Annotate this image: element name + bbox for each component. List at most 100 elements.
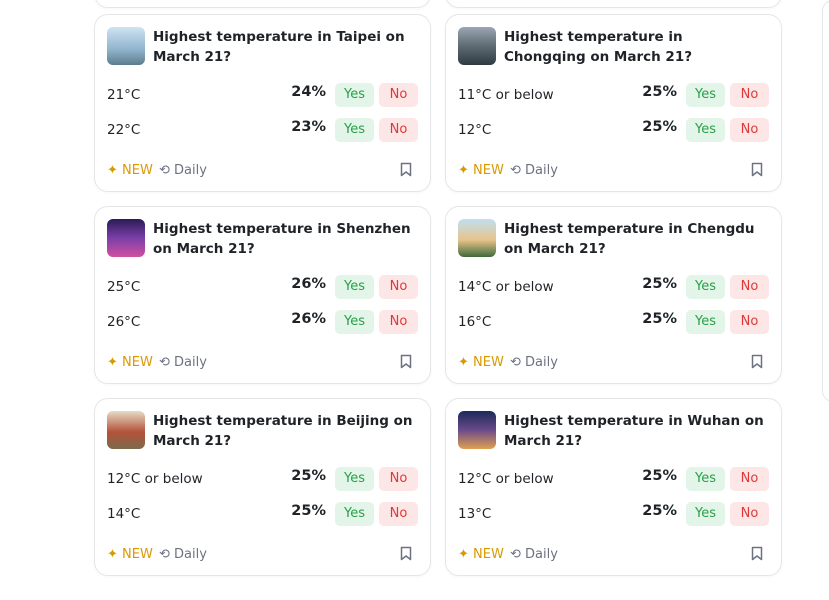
- market-image: [107, 27, 145, 65]
- bookmark-button[interactable]: [400, 546, 412, 565]
- outcome-label: 22°C: [107, 122, 141, 138]
- no-button[interactable]: No: [730, 310, 769, 334]
- outcome-label: 12°C or below: [458, 471, 554, 487]
- outcome-chance: 25%: [642, 276, 677, 292]
- bookmark-button[interactable]: [400, 162, 412, 181]
- new-text: NEW: [122, 547, 153, 562]
- bookmark-button[interactable]: [751, 354, 763, 373]
- outcome-label: 26°C: [107, 314, 141, 330]
- daily-text: Daily: [174, 163, 207, 178]
- yes-button[interactable]: Yes: [686, 467, 725, 491]
- yes-button[interactable]: Yes: [686, 83, 725, 107]
- outcome-chance: 26%: [291, 276, 326, 292]
- no-button[interactable]: No: [379, 118, 418, 142]
- market-title[interactable]: Highest temperature in Shenzhen on March…: [153, 221, 411, 257]
- outcome-chance: 25%: [642, 119, 677, 135]
- market-title[interactable]: Highest temperature in Wuhan on March 21…: [504, 413, 764, 449]
- market-title[interactable]: Highest temperature in Beijing on March …: [153, 413, 413, 449]
- outcome-label: 25°C: [107, 279, 141, 295]
- bookmark-button[interactable]: [751, 162, 763, 181]
- daily-tag: ⟲ Daily: [510, 547, 558, 562]
- outcome-chance: 25%: [642, 468, 677, 484]
- daily-tag: ⟲ Daily: [510, 163, 558, 178]
- outcome-chance: 26%: [291, 311, 326, 327]
- new-text: NEW: [122, 163, 153, 178]
- no-button[interactable]: No: [379, 467, 418, 491]
- no-button[interactable]: No: [730, 275, 769, 299]
- bookmark-icon: [751, 546, 763, 561]
- yes-button[interactable]: Yes: [686, 118, 725, 142]
- outcome-label: 13°C: [458, 506, 492, 522]
- outcome-chance: 25%: [291, 503, 326, 519]
- market-image: [107, 411, 145, 449]
- daily-tag: ⟲ Daily: [159, 547, 207, 562]
- daily-text: Daily: [174, 355, 207, 370]
- daily-text: Daily: [525, 355, 558, 370]
- no-button[interactable]: No: [379, 275, 418, 299]
- no-button[interactable]: No: [379, 83, 418, 107]
- yes-button[interactable]: Yes: [335, 83, 374, 107]
- market-image: [458, 219, 496, 257]
- outcome-chance: 24%: [291, 84, 326, 100]
- yes-button[interactable]: Yes: [335, 467, 374, 491]
- market-card[interactable]: Highest temperature in Chengdu on March …: [445, 206, 782, 384]
- yes-button[interactable]: Yes: [335, 502, 374, 526]
- outcome-label: 14°C: [107, 506, 141, 522]
- daily-tag: ⟲ Daily: [159, 355, 207, 370]
- new-badge: ✦ NEW: [458, 163, 504, 178]
- new-text: NEW: [473, 163, 504, 178]
- bookmark-icon: [400, 162, 412, 177]
- yes-button[interactable]: Yes: [686, 310, 725, 334]
- bookmark-icon: [751, 354, 763, 369]
- market-card[interactable]: Highest temperature in Chongqing on Marc…: [445, 14, 782, 192]
- outcome-label: 21°C: [107, 87, 141, 103]
- new-text: NEW: [473, 547, 504, 562]
- outcome-chance: 25%: [291, 468, 326, 484]
- bookmark-icon: [751, 162, 763, 177]
- daily-text: Daily: [525, 547, 558, 562]
- market-image: [458, 411, 496, 449]
- outcome-chance: 23%: [291, 119, 326, 135]
- daily-tag: ⟲ Daily: [510, 355, 558, 370]
- outcome-label: 11°C or below: [458, 87, 554, 103]
- new-text: NEW: [122, 355, 153, 370]
- yes-button[interactable]: Yes: [686, 502, 725, 526]
- daily-text: Daily: [174, 547, 207, 562]
- card-partial: [445, 0, 782, 8]
- market-card[interactable]: Highest temperature in Taipei on March 2…: [94, 14, 431, 192]
- no-button[interactable]: No: [379, 310, 418, 334]
- yes-button[interactable]: Yes: [335, 310, 374, 334]
- market-title[interactable]: Highest temperature in Taipei on March 2…: [153, 29, 405, 65]
- bookmark-button[interactable]: [400, 354, 412, 373]
- daily-tag: ⟲ Daily: [159, 163, 207, 178]
- new-text: NEW: [473, 355, 504, 370]
- new-badge: ✦ NEW: [107, 355, 153, 370]
- bookmark-icon: [400, 546, 412, 561]
- market-card[interactable]: Highest temperature in Shenzhen on March…: [94, 206, 431, 384]
- market-image: [458, 27, 496, 65]
- market-card[interactable]: Highest temperature in Wuhan on March 21…: [445, 398, 782, 576]
- outcome-label: 14°C or below: [458, 279, 554, 295]
- yes-button[interactable]: Yes: [335, 118, 374, 142]
- side-panel: [822, 0, 829, 402]
- outcome-chance: 25%: [642, 503, 677, 519]
- yes-button[interactable]: Yes: [686, 275, 725, 299]
- market-title[interactable]: Highest temperature in Chengdu on March …: [504, 221, 755, 257]
- card-partial: [94, 0, 431, 8]
- outcome-label: 12°C or below: [107, 471, 203, 487]
- market-image: [107, 219, 145, 257]
- outcome-chance: 25%: [642, 311, 677, 327]
- market-title[interactable]: Highest temperature in Chongqing on Marc…: [504, 29, 693, 65]
- no-button[interactable]: No: [730, 467, 769, 491]
- no-button[interactable]: No: [379, 502, 418, 526]
- no-button[interactable]: No: [730, 83, 769, 107]
- bookmark-icon: [400, 354, 412, 369]
- new-badge: ✦ NEW: [107, 163, 153, 178]
- no-button[interactable]: No: [730, 502, 769, 526]
- yes-button[interactable]: Yes: [335, 275, 374, 299]
- no-button[interactable]: No: [730, 118, 769, 142]
- market-card[interactable]: Highest temperature in Beijing on March …: [94, 398, 431, 576]
- outcome-label: 16°C: [458, 314, 492, 330]
- bookmark-button[interactable]: [751, 546, 763, 565]
